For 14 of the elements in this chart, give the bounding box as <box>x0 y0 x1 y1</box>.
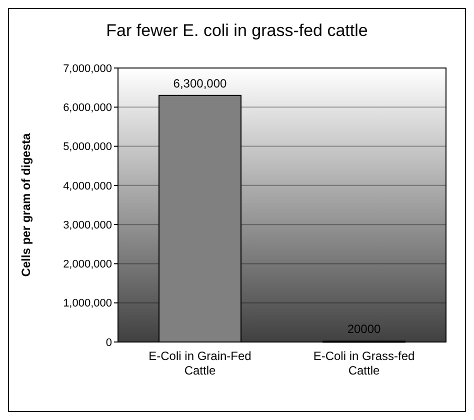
y-tick-label: 1,000,000 <box>63 298 112 310</box>
y-tick-label: 4,000,000 <box>63 180 112 192</box>
y-tick-label: 7,000,000 <box>63 62 112 75</box>
y-tick-label: 3,000,000 <box>63 219 112 232</box>
data-label: 20000 <box>347 322 382 336</box>
x-tick-label: E-Coli in Grass-fed Cattle <box>313 349 415 378</box>
y-axis-title: Cells per gram of digesta <box>19 132 33 277</box>
chart-title: Far fewer E. coli in grass-fed cattle <box>106 21 368 40</box>
y-tick-label: 0 <box>106 336 112 349</box>
y-tick-label: 5,000,000 <box>63 141 112 154</box>
y-tick-label: 6,000,000 <box>63 102 112 114</box>
data-label: 6,300,000 <box>173 76 228 90</box>
y-tick-label: 2,000,000 <box>63 258 112 271</box>
x-tick-label: E-Coli in Grain-Fed Cattle <box>148 349 252 378</box>
